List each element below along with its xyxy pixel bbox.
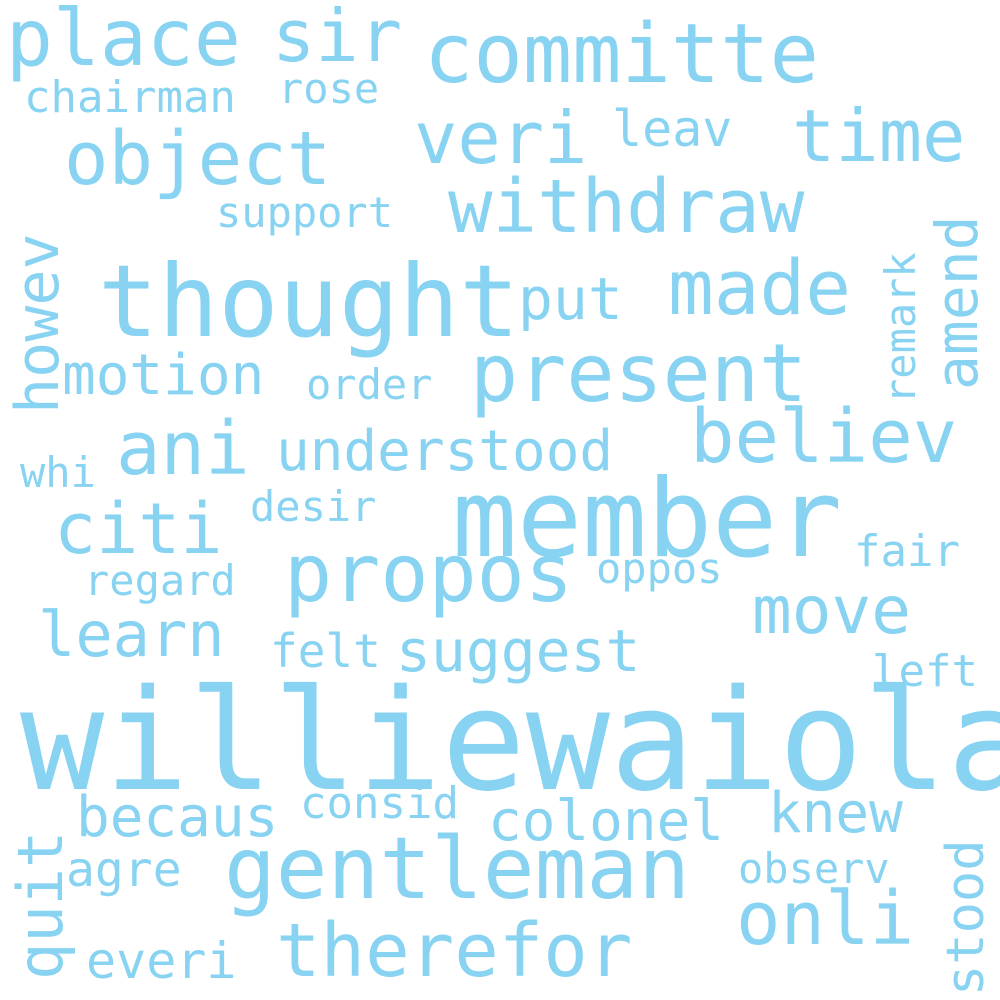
word-becaus: becaus xyxy=(76,785,279,850)
word-time: time xyxy=(792,94,966,178)
word-amend: amend xyxy=(923,215,991,390)
word-motion: motion xyxy=(62,343,265,408)
word-support: support xyxy=(216,188,394,237)
word-regard: regard xyxy=(84,556,236,605)
word-therefor: therefor xyxy=(276,908,633,994)
word-committe: committe xyxy=(424,7,819,102)
word-made: made xyxy=(668,243,852,332)
word-present: present xyxy=(470,327,808,420)
word-believ: believ xyxy=(690,394,958,480)
word-order: order xyxy=(306,360,433,409)
word-understood: understood xyxy=(276,419,614,484)
word-withdraw: withdraw xyxy=(448,164,805,250)
word-veri: veri xyxy=(414,96,588,180)
word-oppos: oppos xyxy=(596,544,723,593)
word-sir: sir xyxy=(272,0,403,78)
word-stood: stood xyxy=(936,839,996,996)
word-everi: everi xyxy=(86,932,237,990)
word-fair: fair xyxy=(854,526,960,577)
word-agre: agre xyxy=(66,842,182,898)
word-knew: knew xyxy=(768,781,903,846)
word-colonel: colonel xyxy=(488,789,725,854)
word-felt: felt xyxy=(270,624,381,678)
word-citi: citi xyxy=(54,488,223,570)
word-quit: quit xyxy=(4,830,77,980)
word-williewaiola: williewaiola xyxy=(20,660,1000,823)
word-leav: leav xyxy=(612,100,733,158)
word-learn: learn xyxy=(38,598,225,671)
word-move: move xyxy=(752,572,911,649)
word-suggest: suggest xyxy=(396,617,641,685)
word-onli: onli xyxy=(736,876,915,962)
word-member: member xyxy=(452,457,843,582)
word-chairman: chairman xyxy=(24,72,236,123)
word-howev: howev xyxy=(3,233,73,414)
word-put: put xyxy=(518,265,623,333)
word-ani: ani xyxy=(116,406,250,492)
word-desir: desir xyxy=(250,482,377,531)
word-remark: remark xyxy=(876,252,925,404)
word-consid: consid xyxy=(300,778,459,829)
word-thought: thought xyxy=(98,243,520,360)
word-left: left xyxy=(872,646,978,697)
word-whi: whi xyxy=(20,448,96,497)
word-gentleman: gentleman xyxy=(224,819,690,919)
word-place: place xyxy=(6,0,241,84)
word-rose: rose xyxy=(278,64,380,113)
word-propos: propos xyxy=(284,527,573,620)
word-object: object xyxy=(64,116,332,202)
word-observ: observ xyxy=(738,844,890,893)
